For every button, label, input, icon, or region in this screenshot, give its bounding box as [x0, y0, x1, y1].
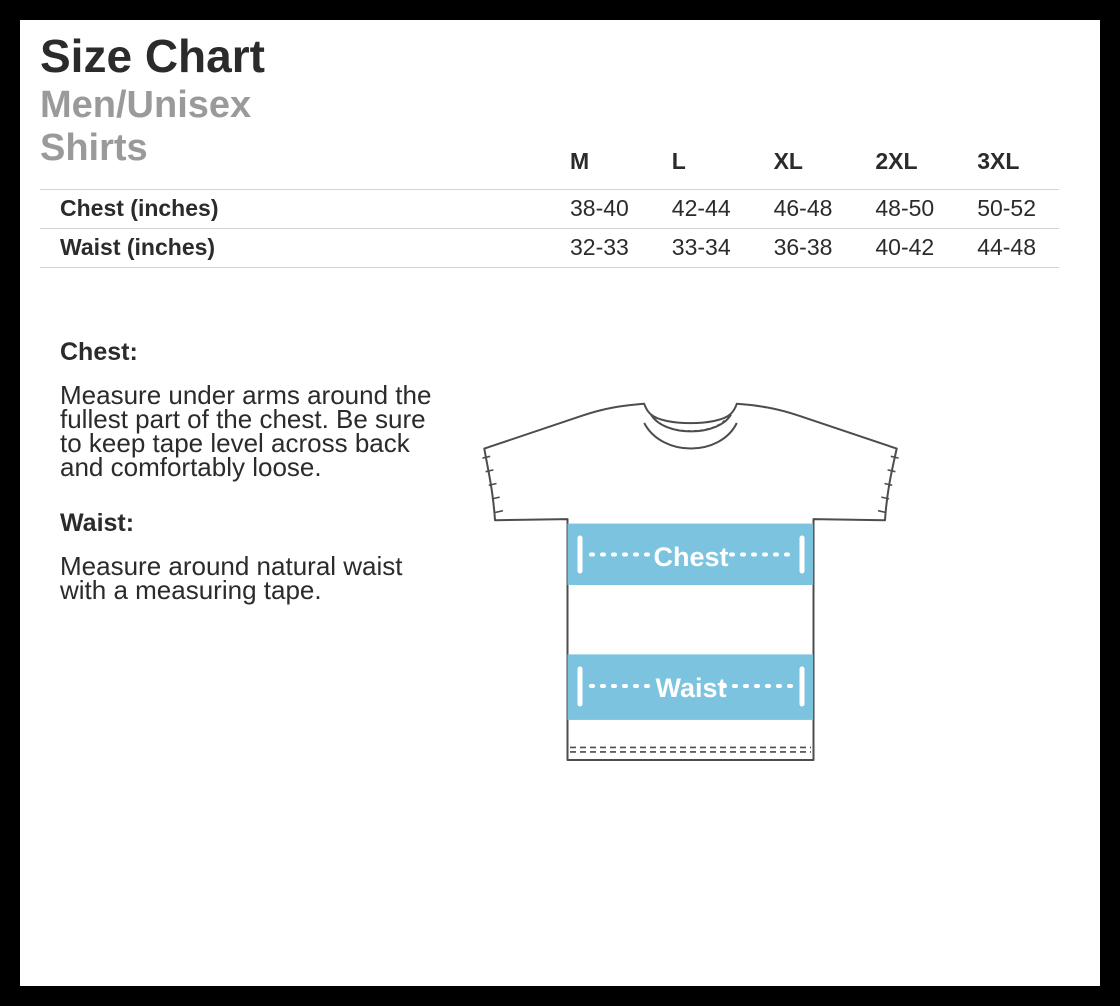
svg-text:Chest: Chest	[653, 542, 728, 572]
svg-text:Waist: Waist	[655, 673, 726, 703]
